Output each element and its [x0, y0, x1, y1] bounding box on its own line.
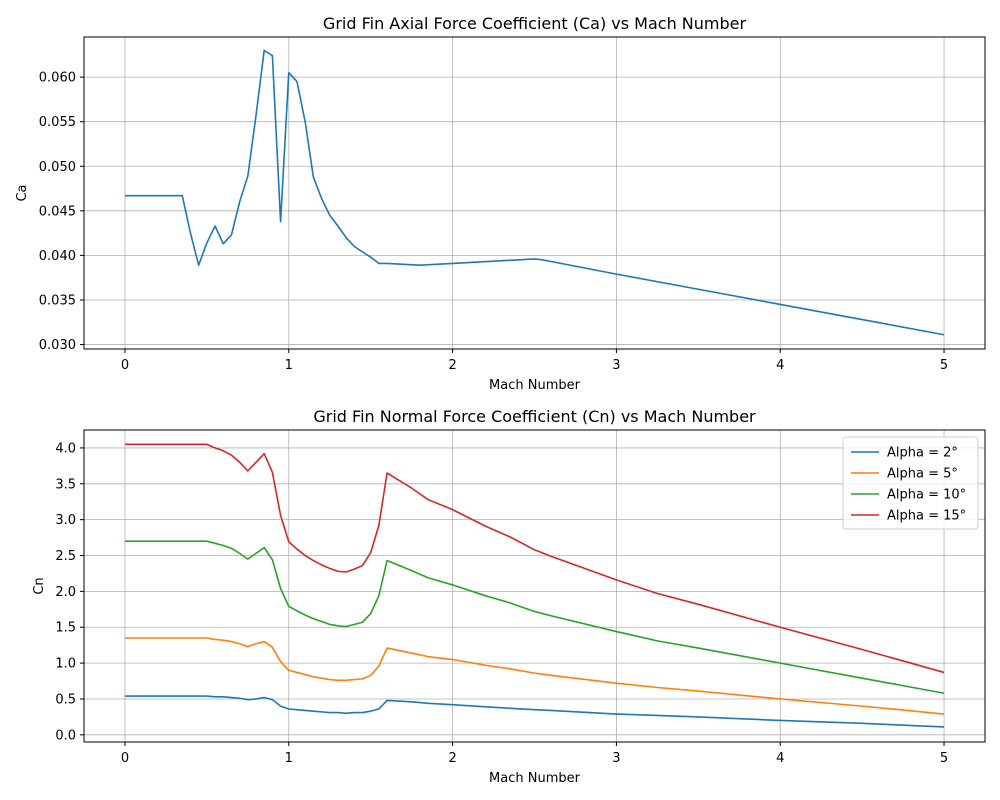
plot-frame — [83, 429, 986, 743]
x-axis-label: Mach Number — [489, 771, 581, 786]
x-tick-label: 0 — [121, 751, 129, 766]
y-tick-label: 3.5 — [55, 477, 76, 492]
y-tick-label: 0.045 — [39, 204, 76, 219]
legend: Alpha = 2° Alpha = 5° Alpha = 10° Alpha = 1… — [842, 436, 979, 530]
y-axis-label: Ca — [15, 184, 30, 201]
y-tick-label: 0.055 — [39, 115, 76, 130]
legend-entry: Alpha = 2° — [887, 446, 958, 461]
legend-entry: Alpha = 15° — [887, 509, 966, 524]
x-tick-label: 3 — [612, 358, 620, 373]
series-line-0 — [124, 49, 945, 336]
x-tick-label: 1 — [285, 751, 293, 766]
x-tick-label: 5 — [940, 358, 948, 373]
x-tick-label: 4 — [776, 751, 784, 766]
x-tick-label: 2 — [448, 358, 456, 373]
legend-entry: Alpha = 5° — [887, 467, 958, 482]
plot-frame — [83, 36, 986, 350]
y-tick-label: 2.5 — [55, 549, 76, 564]
y-tick-label: 1.0 — [55, 657, 76, 672]
series-line-1 — [124, 637, 945, 715]
y-tick-label: 0.035 — [39, 293, 76, 308]
y-axis-label: Cn — [32, 577, 47, 594]
y-tick-label: 0.5 — [55, 692, 76, 707]
x-tick-label: 3 — [612, 751, 620, 766]
legend-entry: Alpha = 10° — [887, 488, 966, 503]
y-tick-label: 3.0 — [55, 513, 76, 528]
y-tick-label: 0.040 — [39, 249, 76, 264]
legend-box — [842, 436, 979, 530]
series-line-3 — [124, 443, 945, 674]
series-line-2 — [124, 540, 945, 695]
x-tick-label: 4 — [776, 358, 784, 373]
chart-title: Grid Fin Axial Force Coefficient (Ca) vs… — [323, 14, 747, 33]
y-tick-label: 0.0 — [55, 728, 76, 743]
y-tick-label: 2.0 — [55, 585, 76, 600]
x-tick-label: 0 — [121, 358, 129, 373]
x-tick-label: 2 — [448, 751, 456, 766]
series-line-0 — [124, 695, 945, 728]
normal-force-chart: Grid Fin Normal Force Coefficient (Cn) v… — [32, 407, 986, 786]
y-tick-label: 1.5 — [55, 621, 76, 636]
y-tick-label: 0.060 — [39, 71, 76, 86]
x-tick-label: 5 — [940, 751, 948, 766]
axial-force-chart: Grid Fin Axial Force Coefficient (Ca) vs… — [15, 14, 986, 393]
chart-title: Grid Fin Normal Force Coefficient (Cn) v… — [313, 407, 756, 426]
x-tick-label: 1 — [285, 358, 293, 373]
y-tick-label: 0.030 — [39, 338, 76, 353]
x-axis-label: Mach Number — [489, 378, 581, 393]
y-tick-label: 4.0 — [55, 441, 76, 456]
y-tick-label: 0.050 — [39, 160, 76, 175]
